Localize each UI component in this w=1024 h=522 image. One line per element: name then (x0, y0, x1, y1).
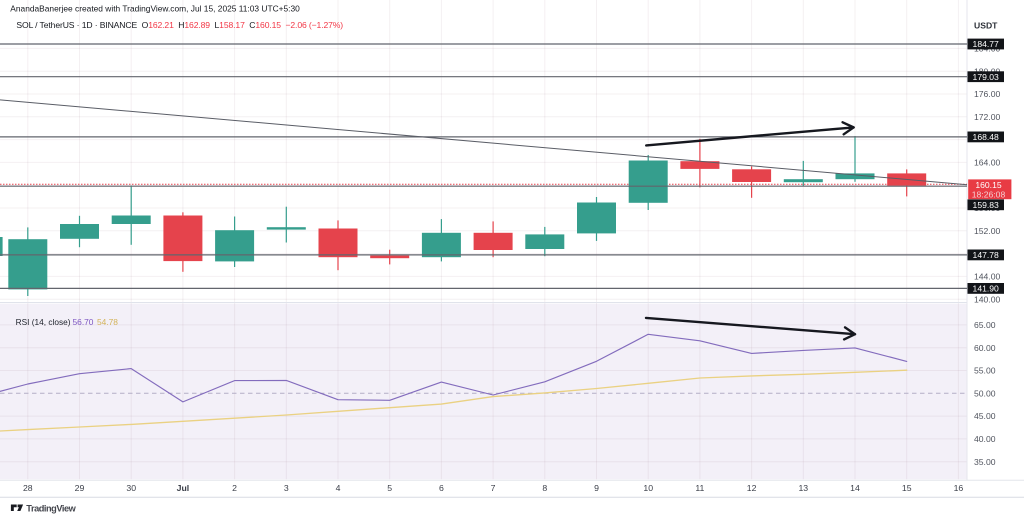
svg-text:10: 10 (643, 483, 653, 493)
svg-text:11: 11 (695, 483, 704, 493)
svg-text:179.03: 179.03 (973, 72, 1000, 82)
svg-text:13: 13 (798, 483, 808, 493)
svg-text:45.00: 45.00 (974, 411, 996, 421)
svg-text:AnandaBanerjee created with Tr: AnandaBanerjee created with TradingView.… (10, 3, 300, 13)
svg-text:29: 29 (75, 483, 85, 493)
svg-text:160.15: 160.15 (975, 180, 1002, 190)
svg-text:16: 16 (954, 483, 964, 493)
svg-text:55.00: 55.00 (974, 366, 996, 376)
svg-text:2: 2 (232, 483, 237, 493)
svg-text:5: 5 (387, 483, 392, 493)
svg-text:30: 30 (126, 483, 136, 493)
svg-text:176.00: 176.00 (974, 89, 1001, 99)
svg-text:168.48: 168.48 (973, 132, 1000, 142)
svg-text:12: 12 (747, 483, 757, 493)
svg-text:60.00: 60.00 (974, 343, 996, 353)
svg-text:8: 8 (542, 483, 547, 493)
svg-text:USDT: USDT (974, 21, 998, 31)
svg-text:35.00: 35.00 (974, 457, 996, 467)
svg-text:TradingView: TradingView (26, 503, 76, 513)
svg-text:56.70: 56.70 (73, 317, 94, 327)
svg-text:184.77: 184.77 (973, 39, 1000, 49)
svg-text:159.83: 159.83 (973, 200, 1000, 210)
svg-text:28: 28 (23, 483, 33, 493)
svg-text:141.90: 141.90 (973, 283, 1000, 293)
svg-text:RSI (14, close): RSI (14, close) (16, 317, 71, 327)
svg-text:152.00: 152.00 (974, 226, 1001, 236)
svg-text:147.78: 147.78 (973, 250, 1000, 260)
svg-text:15: 15 (902, 483, 912, 493)
svg-text:50.00: 50.00 (974, 388, 996, 398)
svg-text:4: 4 (336, 483, 341, 493)
svg-text:SOL / TetherUS · 1D · BINANCE: SOL / TetherUS · 1D · BINANCE O162.21 H1… (16, 20, 343, 30)
svg-text:144.00: 144.00 (974, 272, 1001, 282)
svg-text:172.00: 172.00 (974, 112, 1001, 122)
svg-text:14: 14 (850, 483, 860, 493)
svg-text:140.00: 140.00 (974, 294, 1001, 304)
svg-text:54.78: 54.78 (97, 317, 118, 327)
svg-text:18:26:08: 18:26:08 (972, 189, 1006, 199)
svg-text:3: 3 (284, 483, 289, 493)
svg-text:7: 7 (491, 483, 496, 493)
svg-text:65.00: 65.00 (974, 320, 996, 330)
svg-text:6: 6 (439, 483, 444, 493)
svg-text:Jul: Jul (177, 483, 190, 493)
svg-text:164.00: 164.00 (974, 158, 1001, 168)
svg-text:40.00: 40.00 (974, 434, 996, 444)
svg-text:9: 9 (594, 483, 599, 493)
